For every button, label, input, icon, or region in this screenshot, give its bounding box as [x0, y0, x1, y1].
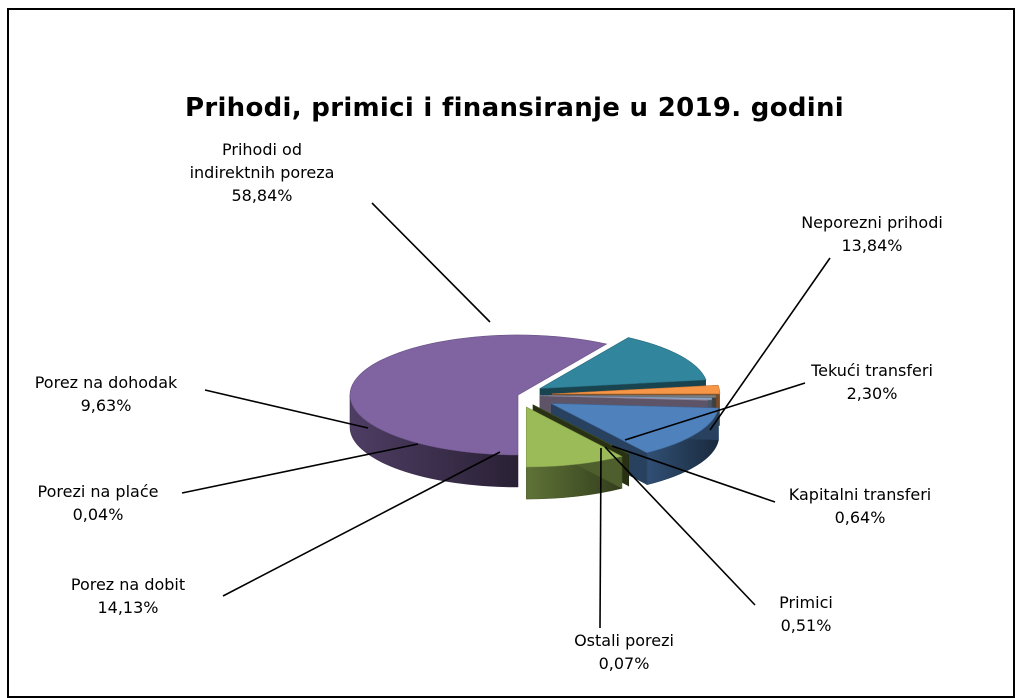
data-label: Porezi na plaće 0,04% — [38, 482, 159, 524]
leader-line — [223, 452, 500, 596]
pie-chart-3d: Prihodi od indirektnih poreza 58,84% Nepore… — [0, 0, 1029, 682]
slice-name-label: Porez na dobit — [71, 575, 185, 594]
leader-line — [182, 444, 418, 493]
slice-value-label: 13,84% — [841, 236, 902, 255]
slice-name-label: Prihodi od — [222, 140, 302, 159]
slice-value-label: 2,30% — [847, 384, 898, 403]
slice-name-label: Neporezni prihodi — [801, 213, 943, 232]
slice-value-label: 14,13% — [97, 598, 158, 617]
data-label: Tekući transferi 2,30% — [810, 361, 933, 403]
data-label: Ostali porezi 0,07% — [574, 631, 674, 673]
data-label: Primici 0,51% — [779, 593, 833, 635]
slice-name-label: Porezi na plaće — [38, 482, 159, 501]
slice-name-label: Kapitalni transferi — [789, 485, 931, 504]
slice-name-label: Ostali porezi — [574, 631, 674, 650]
leader-line — [372, 203, 490, 322]
data-label: Porez na dobit 14,13% — [71, 575, 185, 617]
slice-value-label: 58,84% — [231, 186, 292, 205]
slice-value-label: 0,64% — [835, 508, 886, 527]
data-label: Kapitalni transferi 0,64% — [789, 485, 931, 527]
leader-line — [205, 390, 368, 428]
data-label: Porez na dohodak 9,63% — [35, 373, 178, 415]
leader-line — [600, 448, 601, 628]
slice-name-label: Tekući transferi — [810, 361, 933, 380]
data-label: Neporezni prihodi 13,84% — [801, 213, 943, 255]
leader-line — [710, 258, 830, 430]
slice-value-label: 0,51% — [781, 616, 832, 635]
slice-name-label: Porez na dohodak — [35, 373, 178, 392]
slice-value-label: 9,63% — [81, 396, 132, 415]
slice-name-label: Primici — [779, 593, 833, 612]
slice-value-label: 0,04% — [73, 505, 124, 524]
data-label: Prihodi od indirektnih poreza 58,84% — [190, 140, 335, 205]
slice-name-label: indirektnih poreza — [190, 163, 335, 182]
slice-value-label: 0,07% — [599, 654, 650, 673]
